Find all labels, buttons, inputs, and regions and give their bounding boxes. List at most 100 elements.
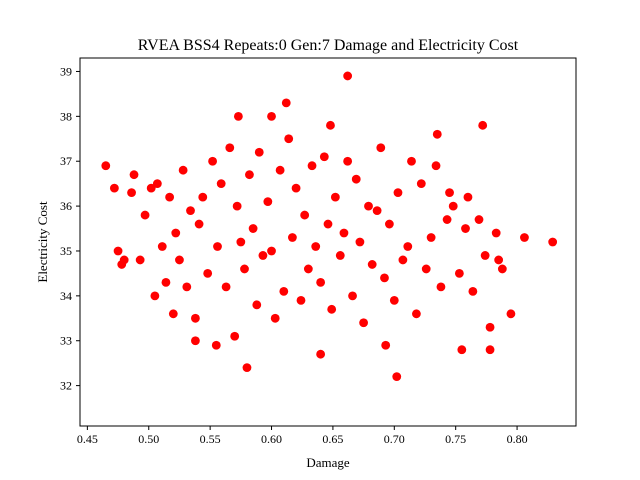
data-point bbox=[316, 277, 326, 287]
axes-frame bbox=[79, 57, 577, 427]
data-point bbox=[236, 237, 246, 247]
x-tick-label: 0.80 bbox=[507, 432, 528, 446]
data-point bbox=[291, 183, 301, 193]
data-point bbox=[211, 340, 221, 350]
data-point bbox=[109, 183, 119, 193]
data-point bbox=[221, 282, 231, 292]
data-point bbox=[113, 246, 123, 256]
data-point bbox=[339, 228, 349, 238]
data-point bbox=[412, 309, 421, 319]
data-point bbox=[240, 264, 249, 274]
data-point bbox=[326, 120, 335, 130]
data-point bbox=[152, 179, 162, 189]
data-point bbox=[343, 71, 353, 81]
data-point bbox=[254, 147, 264, 157]
data-point bbox=[491, 228, 501, 238]
axis-ticks: 0.45 0.50 0.55 0.60 0.65 0.70 0.75 0.80 32 33 34 35… bbox=[60, 64, 528, 446]
data-point bbox=[442, 215, 452, 224]
data-point bbox=[146, 183, 156, 193]
x-tick-label: 0.45 bbox=[77, 432, 98, 446]
data-point bbox=[392, 372, 402, 382]
x-tick-label: 0.75 bbox=[445, 432, 466, 446]
data-point bbox=[432, 129, 442, 139]
data-point bbox=[135, 255, 145, 265]
data-point bbox=[355, 237, 365, 247]
data-point bbox=[198, 192, 208, 202]
data-point bbox=[497, 264, 507, 274]
data-point bbox=[376, 143, 386, 153]
data-point bbox=[186, 206, 195, 215]
data-point bbox=[307, 161, 317, 171]
data-point bbox=[296, 295, 306, 305]
data-point bbox=[380, 273, 389, 283]
data-point bbox=[127, 188, 136, 198]
data-point bbox=[367, 260, 377, 269]
data-point bbox=[474, 215, 484, 224]
data-point bbox=[548, 237, 558, 247]
data-point bbox=[281, 98, 291, 108]
data-point bbox=[157, 242, 167, 251]
data-point bbox=[454, 269, 464, 278]
data-point bbox=[129, 170, 139, 180]
data-point bbox=[263, 197, 273, 207]
data-point bbox=[119, 255, 129, 265]
data-point bbox=[300, 210, 310, 220]
data-point bbox=[175, 255, 184, 265]
y-tick-label: 32 bbox=[60, 379, 72, 393]
data-point bbox=[480, 251, 490, 260]
data-point bbox=[381, 340, 391, 350]
data-point bbox=[431, 161, 441, 171]
x-tick-label: 0.50 bbox=[138, 432, 159, 446]
data-point bbox=[335, 251, 345, 260]
y-tick-label: 34 bbox=[60, 289, 72, 303]
y-tick-label: 38 bbox=[60, 109, 72, 123]
y-tick-label: 36 bbox=[60, 199, 72, 213]
data-point bbox=[245, 170, 254, 180]
data-point bbox=[426, 233, 436, 242]
data-point bbox=[421, 264, 431, 274]
data-point bbox=[191, 313, 200, 323]
data-point bbox=[279, 286, 289, 296]
data-point bbox=[165, 192, 175, 202]
data-point bbox=[319, 152, 329, 162]
data-point bbox=[150, 291, 160, 301]
data-point bbox=[284, 134, 294, 144]
x-tick-label: 0.70 bbox=[384, 432, 405, 446]
data-point bbox=[463, 192, 473, 202]
y-tick-label: 33 bbox=[60, 334, 72, 348]
data-point bbox=[436, 282, 446, 292]
data-point bbox=[233, 111, 243, 121]
data-point bbox=[225, 143, 235, 153]
data-point bbox=[230, 331, 240, 341]
data-point bbox=[520, 233, 529, 242]
data-point bbox=[178, 165, 188, 175]
data-point bbox=[101, 161, 111, 171]
data-point bbox=[216, 179, 226, 189]
data-point bbox=[327, 304, 337, 314]
data-point bbox=[270, 313, 280, 323]
data-point bbox=[330, 192, 340, 202]
x-tick-label: 0.65 bbox=[322, 432, 343, 446]
x-tick-label: 0.55 bbox=[200, 432, 221, 446]
y-tick-label: 35 bbox=[60, 244, 72, 258]
data-point bbox=[398, 255, 408, 265]
data-point bbox=[468, 286, 478, 296]
data-point bbox=[316, 349, 326, 359]
data-point bbox=[161, 277, 171, 287]
data-point bbox=[232, 201, 242, 211]
plot-area bbox=[101, 71, 558, 382]
chart-title: RVEA BSS4 Repeats:0 Gen:7 Damage and Ele… bbox=[138, 37, 519, 54]
data-point bbox=[248, 224, 258, 233]
data-point bbox=[364, 201, 373, 211]
data-point bbox=[275, 165, 285, 175]
y-tick-label: 39 bbox=[60, 64, 72, 78]
data-point bbox=[194, 219, 204, 229]
data-point bbox=[267, 111, 276, 121]
data-point bbox=[191, 336, 200, 346]
data-point bbox=[416, 179, 426, 189]
data-point bbox=[485, 322, 495, 332]
y-axis-label: Electricity Cost bbox=[35, 201, 50, 283]
data-point bbox=[457, 345, 467, 355]
